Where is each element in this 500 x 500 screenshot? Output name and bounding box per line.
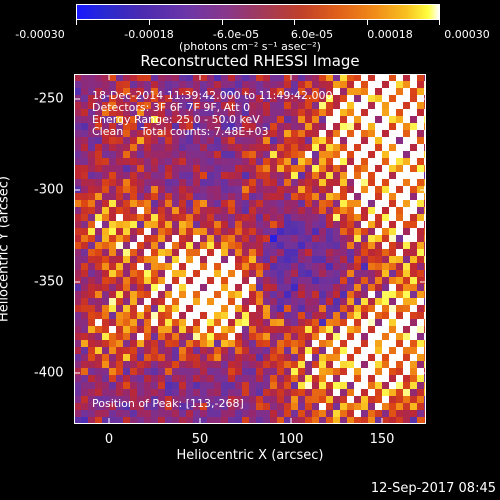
y-tick-label: -250: [34, 91, 64, 107]
y-axis-label: Heliocentric Y (arcsec): [0, 176, 12, 322]
y-tick-label: -400: [34, 365, 64, 381]
x-tick-label: 0: [104, 432, 114, 447]
overlay-energy: Energy Range: 25.0 - 50.0 keV: [92, 113, 260, 126]
heatmap-plot: [74, 74, 426, 424]
x-tick-label: 50: [191, 432, 209, 447]
overlay-peak-position: Position of Peak: [113,-268]: [92, 397, 244, 410]
colorbar-tick: 0.00030: [444, 28, 490, 41]
y-tick-label: -350: [34, 274, 64, 290]
colorbar-tick: -6.0e-05: [212, 28, 260, 41]
colorbar-gradient: [76, 4, 440, 20]
timestamp: 12-Sep-2017 08:45: [370, 481, 496, 496]
x-axis-label: Heliocentric X (arcsec): [176, 448, 324, 463]
colorbar-units: (photons cm⁻² s⁻¹ asec⁻²): [179, 40, 321, 53]
overlay-clean: Clean Total counts: 7.48E+03: [92, 125, 269, 138]
x-tick-label: 150: [369, 432, 395, 447]
colorbar-tick: 0.00018: [367, 28, 413, 41]
overlay-detectors: Detectors: 3F 6F 7F 9F, Att 0: [92, 101, 251, 114]
x-tick-label: 100: [278, 432, 304, 447]
plot-border: [74, 74, 426, 424]
overlay-time: 18-Dec-2014 11:39:42.000 to 11:49:42.000: [92, 89, 333, 102]
colorbar-tick: -0.00018: [124, 28, 174, 41]
colorbar-tick: 6.0e-05: [290, 28, 334, 41]
heatmap-svg: [74, 74, 426, 424]
colorbar-tick: -0.00030: [15, 28, 65, 41]
chart-title: Reconstructed RHESSI Image: [140, 52, 360, 70]
y-tick-label: -300: [34, 182, 64, 198]
